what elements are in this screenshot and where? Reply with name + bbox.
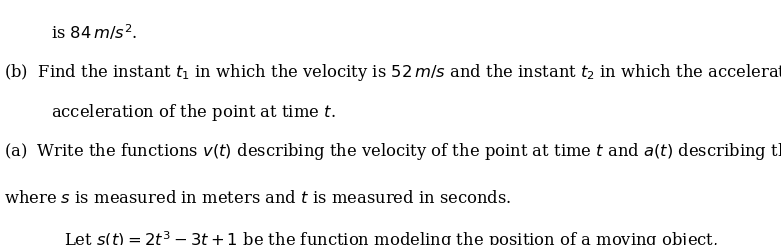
Text: is $84\,m/s^2$.: is $84\,m/s^2$.: [51, 23, 137, 43]
Text: acceleration of the point at time $t$.: acceleration of the point at time $t$.: [51, 102, 335, 123]
Text: where $s$ is measured in meters and $t$ is measured in seconds.: where $s$ is measured in meters and $t$ …: [4, 190, 512, 207]
Text: Let $s(t) = 2t^3 - 3t + 1$ be the function modeling the position of a moving obj: Let $s(t) = 2t^3 - 3t + 1$ be the functi…: [63, 229, 718, 245]
Text: (b)  Find the instant $t_1$ in which the velocity is $52\,m/s$ and the instant $: (b) Find the instant $t_1$ in which the …: [4, 62, 781, 84]
Text: (a)  Write the functions $v(t)$ describing the velocity of the point at time $t$: (a) Write the functions $v(t)$ describin…: [4, 141, 781, 162]
